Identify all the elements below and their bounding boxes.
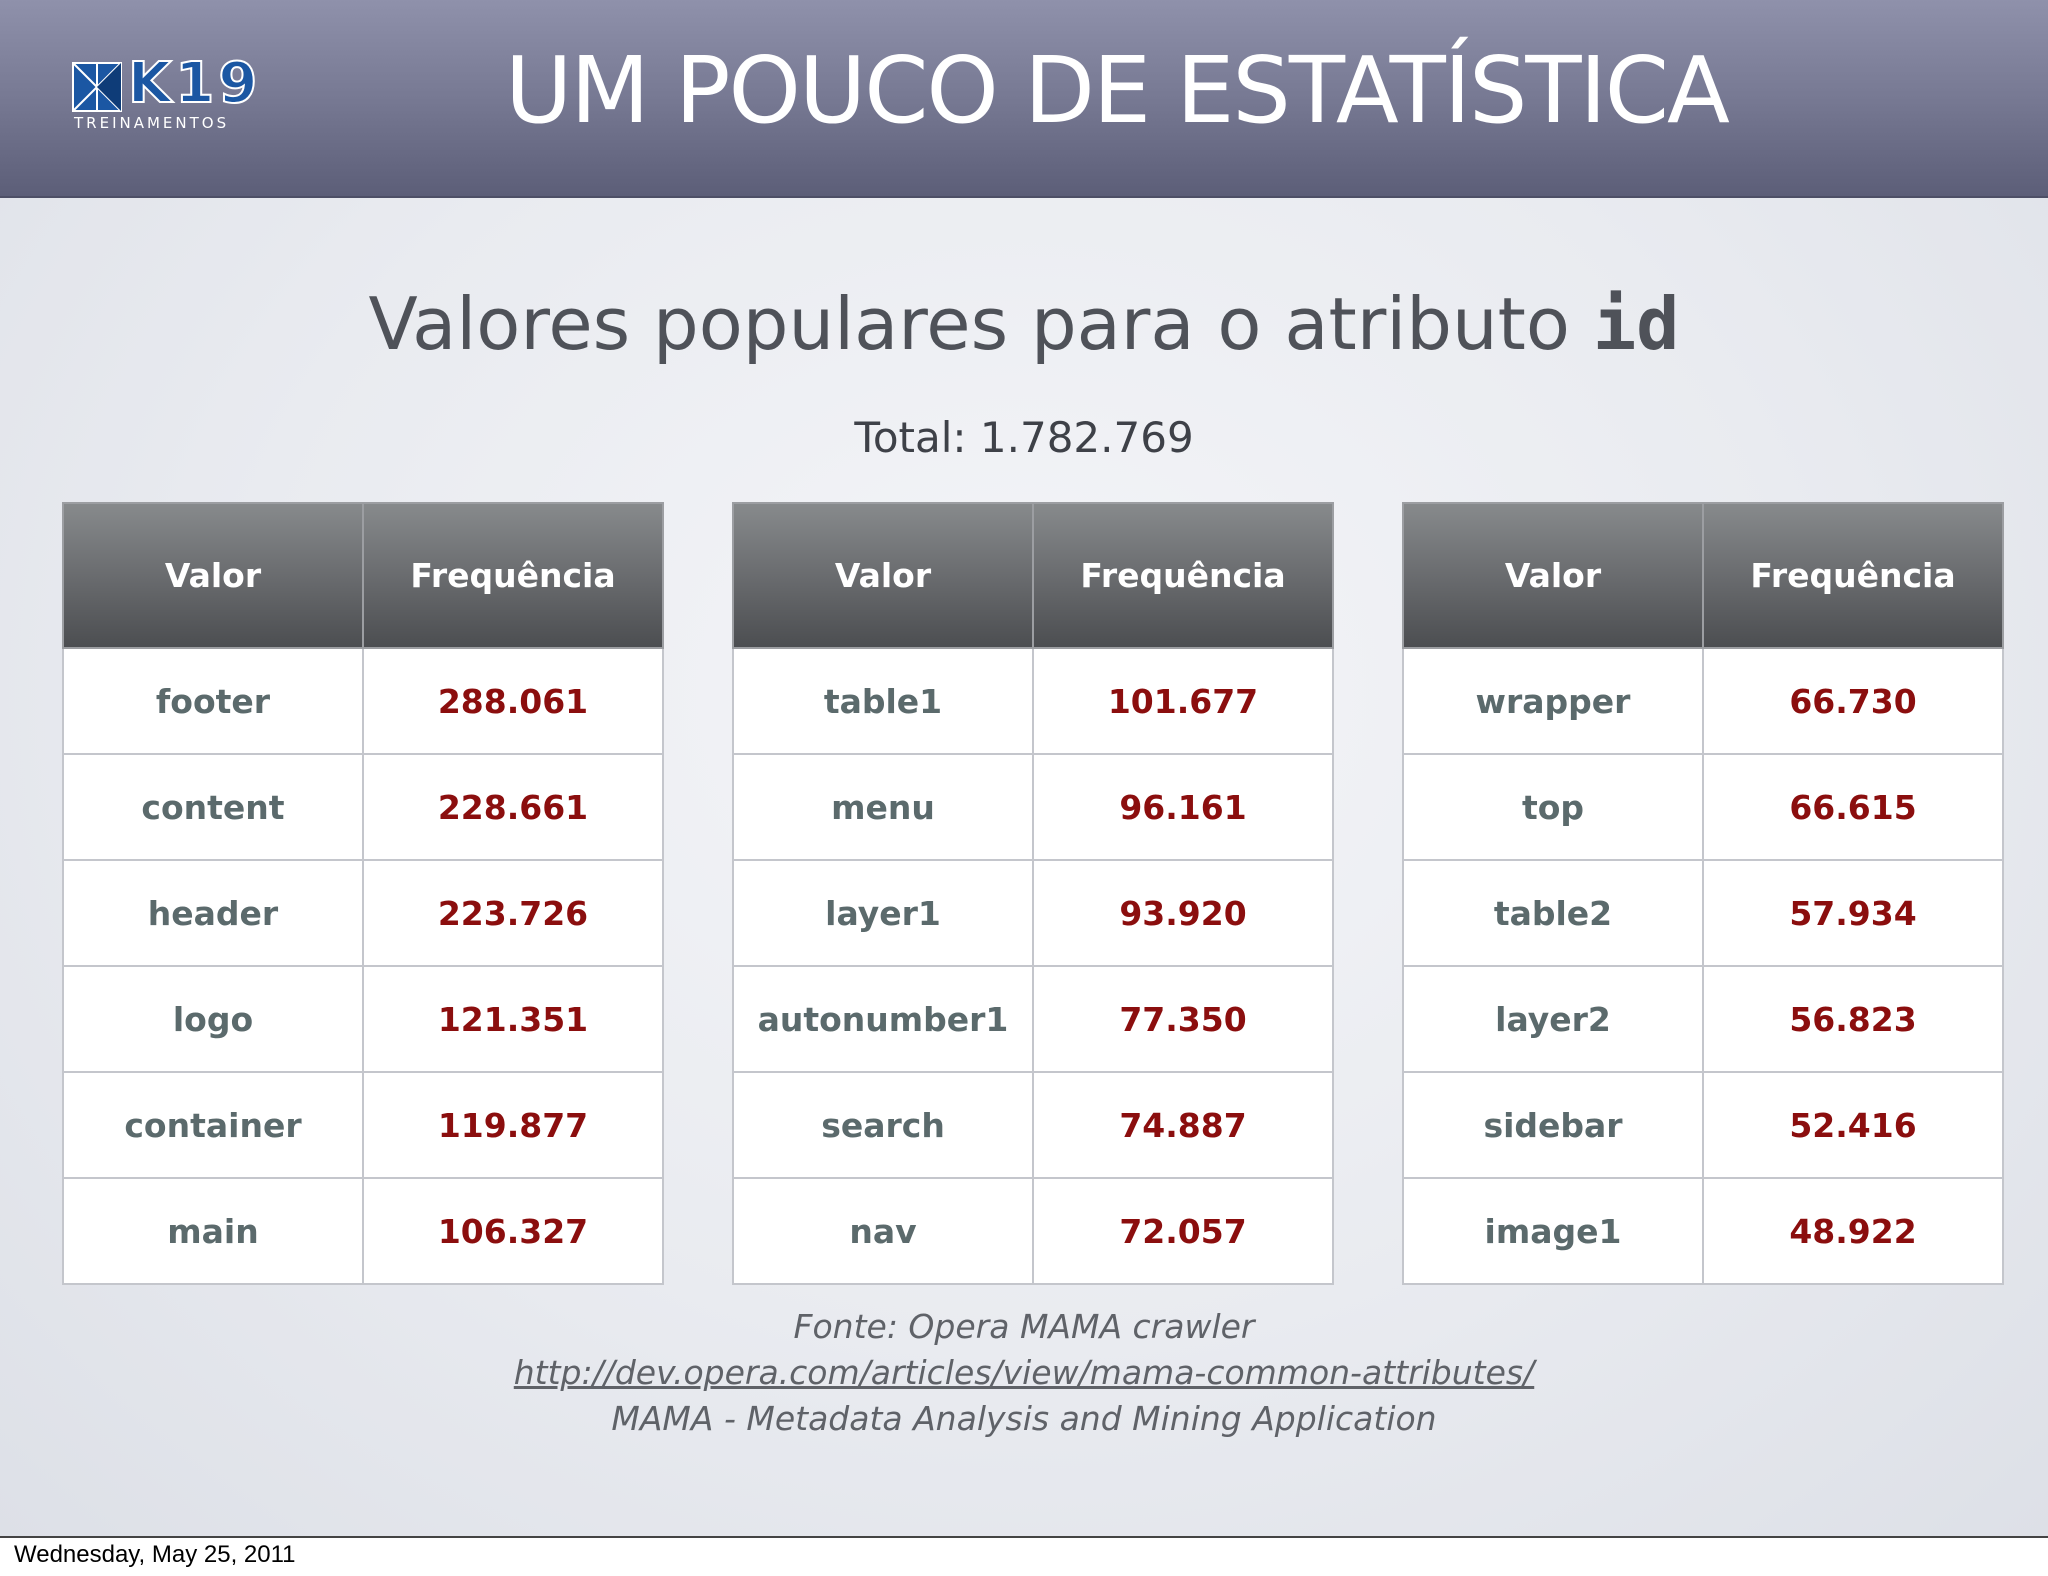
table-row: search 74.887 (732, 1071, 1334, 1179)
frequency-cell: 106.327 (362, 1177, 664, 1285)
value-cell: table2 (1402, 859, 1704, 967)
k19-logo: K19 TREINAMENTOS (72, 53, 317, 148)
frequency-table-2: Valor Frequência table1 101.677 menu 96.… (732, 502, 1334, 1285)
table-row: image1 48.922 (1402, 1177, 2004, 1285)
table-row: wrapper 66.730 (1402, 647, 2004, 755)
source-caption: Fonte: Opera MAMA crawler (793, 1307, 1255, 1346)
slide-subtitle: Valores populares para o atributo id (0, 282, 2048, 366)
column-header-value: Valor (62, 502, 364, 649)
table-row: autonumber1 77.350 (732, 965, 1334, 1073)
column-header-value: Valor (732, 502, 1034, 649)
column-header-frequency: Frequência (1032, 502, 1334, 649)
logo-mark-icon (72, 62, 122, 112)
table-row: layer1 93.920 (732, 859, 1334, 967)
frequency-cell: 121.351 (362, 965, 664, 1073)
value-cell: content (62, 753, 364, 861)
logo-wordmark: K19 (127, 51, 262, 116)
value-cell: wrapper (1402, 647, 1704, 755)
total-count: Total: 1.782.769 (854, 413, 1194, 462)
page-title: UM POUCO DE ESTATÍSTICA (505, 37, 1730, 144)
frequency-cell: 56.823 (1702, 965, 2004, 1073)
frequency-table-1: Valor Frequência footer 288.061 content … (62, 502, 664, 1285)
frequency-cell: 223.726 (362, 859, 664, 967)
column-header-frequency: Frequência (362, 502, 664, 649)
header-band: K19 TREINAMENTOS UM POUCO DE ESTATÍSTICA (0, 0, 2048, 198)
table-row: logo 121.351 (62, 965, 664, 1073)
value-cell: header (62, 859, 364, 967)
frequency-cell: 72.057 (1032, 1177, 1334, 1285)
table-row: header 223.726 (62, 859, 664, 967)
value-cell: container (62, 1071, 364, 1179)
frequency-cell: 66.615 (1702, 753, 2004, 861)
table-row: sidebar 52.416 (1402, 1071, 2004, 1179)
value-cell: sidebar (1402, 1071, 1704, 1179)
footer-date: Wednesday, May 25, 2011 (14, 1541, 296, 1568)
value-cell: top (1402, 753, 1704, 861)
table-row: top 66.615 (1402, 753, 2004, 861)
frequency-cell: 228.661 (362, 753, 664, 861)
source-description: MAMA - Metadata Analysis and Mining Appl… (611, 1399, 1437, 1438)
source-link[interactable]: http://dev.opera.com/articles/view/mama-… (513, 1353, 1535, 1392)
table-row: footer 288.061 (62, 647, 664, 755)
value-cell: layer2 (1402, 965, 1704, 1073)
frequency-table-3: Valor Frequência wrapper 66.730 top 66.6… (1402, 502, 2004, 1285)
frequency-cell: 101.677 (1032, 647, 1334, 755)
value-cell: logo (62, 965, 364, 1073)
value-cell: nav (732, 1177, 1034, 1285)
table-header-row: Valor Frequência (62, 502, 664, 649)
value-cell: main (62, 1177, 364, 1285)
frequency-cell: 77.350 (1032, 965, 1334, 1073)
logo-subtext: TREINAMENTOS (74, 114, 230, 132)
frequency-cell: 119.877 (362, 1071, 664, 1179)
subtitle-text: Valores populares para o atributo (368, 282, 1593, 366)
value-cell: image1 (1402, 1177, 1704, 1285)
frequency-cell: 93.920 (1032, 859, 1334, 967)
table-row: table1 101.677 (732, 647, 1334, 755)
table-row: main 106.327 (62, 1177, 664, 1285)
frequency-cell: 74.887 (1032, 1071, 1334, 1179)
subtitle-code: id (1592, 282, 1680, 366)
frequency-cell: 48.922 (1702, 1177, 2004, 1285)
table-row: menu 96.161 (732, 753, 1334, 861)
frequency-cell: 66.730 (1702, 647, 2004, 755)
table-row: table2 57.934 (1402, 859, 2004, 967)
frequency-cell: 52.416 (1702, 1071, 2004, 1179)
table-header-row: Valor Frequência (732, 502, 1334, 649)
table-row: nav 72.057 (732, 1177, 1334, 1285)
slide: K19 TREINAMENTOS UM POUCO DE ESTATÍSTICA… (0, 0, 2048, 1536)
value-cell: menu (732, 753, 1034, 861)
value-cell: search (732, 1071, 1034, 1179)
value-cell: layer1 (732, 859, 1034, 967)
footer-divider (0, 1536, 2048, 1538)
frequency-cell: 96.161 (1032, 753, 1334, 861)
column-header-frequency: Frequência (1702, 502, 2004, 649)
frequency-cell: 288.061 (362, 647, 664, 755)
value-cell: footer (62, 647, 364, 755)
table-row: content 228.661 (62, 753, 664, 861)
frequency-cell: 57.934 (1702, 859, 2004, 967)
value-cell: autonumber1 (732, 965, 1034, 1073)
table-header-row: Valor Frequência (1402, 502, 2004, 649)
table-row: layer2 56.823 (1402, 965, 2004, 1073)
value-cell: table1 (732, 647, 1034, 755)
table-row: container 119.877 (62, 1071, 664, 1179)
column-header-value: Valor (1402, 502, 1704, 649)
